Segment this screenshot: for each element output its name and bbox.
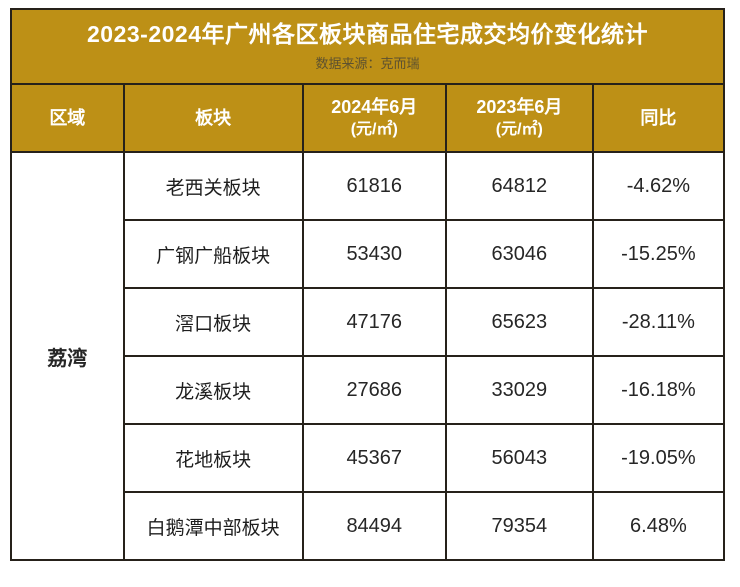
table-row: 龙溪板块 27686 33029 -16.18% — [11, 355, 726, 425]
price-2024-cell: 27686 — [301, 355, 447, 425]
header-price-2023-label: 2023年6月 — [476, 97, 563, 118]
header-region-label: 区域 — [49, 107, 86, 128]
block-cell: 白鹅潭中部板块 — [122, 491, 304, 561]
price-2023-cell: 79354 — [444, 491, 594, 561]
banner-row: 2023-2024年广州各区板块商品住宅成交均价变化统计 数据来源：克而瑞 — [10, 8, 725, 85]
header-block: 板块 — [122, 83, 304, 153]
table-row: 广钢广船板块 53430 63046 -15.25% — [11, 219, 726, 289]
header-yoy: 同比 — [591, 83, 726, 153]
title-banner: 2023-2024年广州各区板块商品住宅成交均价变化统计 数据来源：克而瑞 — [10, 8, 725, 85]
header-region: 区域 — [10, 83, 125, 153]
block-cell: 广钢广船板块 — [122, 219, 304, 289]
price-2024-cell: 61816 — [301, 151, 447, 221]
price-2023-cell: 56043 — [444, 423, 594, 493]
table-row: 白鹅潭中部板块 84494 79354 6.48% — [11, 491, 726, 561]
stat-sheet: 2023-2024年广州各区板块商品住宅成交均价变化统计 数据来源：克而瑞 区域… — [10, 8, 726, 561]
yoy-cell: -16.18% — [591, 355, 726, 425]
header-price-2024-label: 2024年6月 — [331, 97, 418, 118]
block-cell: 龙溪板块 — [122, 355, 304, 425]
block-cell: 滘口板块 — [122, 287, 304, 357]
header-price-2023-unit: (元/㎡) — [495, 121, 543, 139]
header-yoy-label: 同比 — [640, 107, 677, 128]
table-row: 荔湾 老西关板块 61816 64812 -4.62% — [10, 151, 726, 561]
header-block-label: 板块 — [195, 107, 232, 128]
header-price-2023: 2023年6月 (元/㎡) — [444, 83, 594, 153]
price-2024-cell: 84494 — [301, 491, 447, 561]
header-price-2024-unit: (元/㎡) — [350, 121, 398, 139]
price-table: 2023-2024年广州各区板块商品住宅成交均价变化统计 数据来源：克而瑞 区域… — [10, 8, 726, 561]
price-2024-cell: 53430 — [301, 219, 447, 289]
yoy-cell: -15.25% — [591, 219, 726, 289]
price-2023-cell: 64812 — [444, 151, 594, 221]
page-title: 2023-2024年广州各区板块商品住宅成交均价变化统计 — [87, 20, 648, 47]
region-cell: 荔湾 — [10, 151, 125, 561]
header-price-2024: 2024年6月 (元/㎡) — [301, 83, 447, 153]
yoy-cell: -4.62% — [591, 151, 726, 221]
table-row: 花地板块 45367 56043 -19.05% — [11, 423, 726, 493]
table-row: 滘口板块 47176 65623 -28.11% — [11, 287, 726, 357]
yoy-cell: -19.05% — [591, 423, 726, 493]
price-2023-cell: 33029 — [444, 355, 594, 425]
data-source-label: 数据来源：克而瑞 — [315, 56, 420, 72]
price-2023-cell: 65623 — [444, 287, 594, 357]
price-2024-cell: 45367 — [301, 423, 447, 493]
yoy-cell: 6.48% — [591, 491, 726, 561]
block-cell: 花地板块 — [122, 423, 304, 493]
price-2023-cell: 63046 — [444, 219, 594, 289]
yoy-cell: -28.11% — [591, 287, 726, 357]
price-2024-cell: 47176 — [301, 287, 447, 357]
header-row: 区域 板块 2024年6月 (元/㎡) 2023年6月 (元/㎡) 同比 — [10, 83, 726, 153]
block-cell: 老西关板块 — [122, 151, 304, 221]
